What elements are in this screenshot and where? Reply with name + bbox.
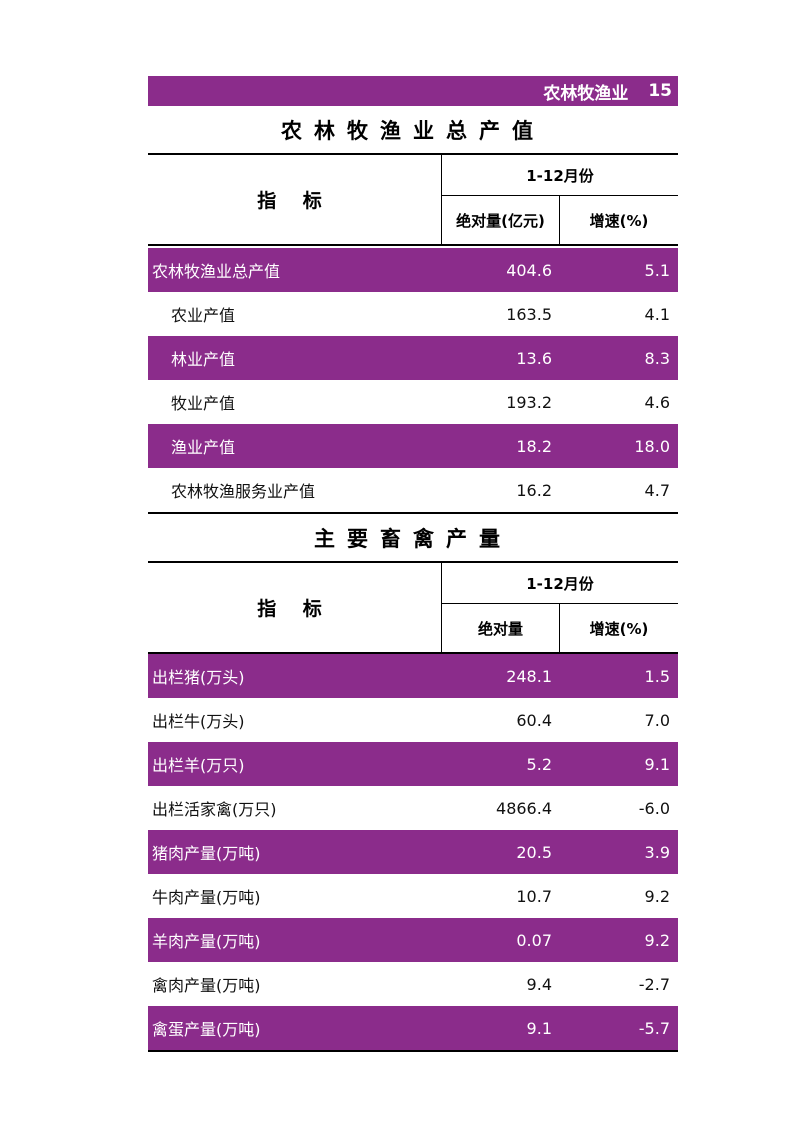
table1-header: 指 标 1-12月份 绝对量(亿元) 增速(%) bbox=[148, 155, 678, 246]
cell-name: 出栏羊(万只) bbox=[152, 756, 245, 775]
col-indicator: 指 标 bbox=[148, 155, 442, 244]
table-row: 出栏羊(万只) 5.2 9.1 bbox=[148, 742, 678, 786]
table2-title: 主要畜禽产量 bbox=[148, 514, 678, 563]
cell-growth: -2.7 bbox=[638, 974, 670, 994]
table2-body: 出栏猪(万头) 248.1 1.5 出栏牛(万头) 60.4 7.0 出栏羊(万只) 5.2 9… bbox=[148, 654, 678, 1052]
cell-growth: -6.0 bbox=[638, 798, 670, 818]
col-abs: 绝对量 bbox=[442, 604, 560, 652]
table-row: 出栏活家禽(万只) 4866.4 -6.0 bbox=[148, 786, 678, 830]
cell-abs: 248.1 bbox=[506, 666, 552, 686]
cell-abs: 5.2 bbox=[526, 754, 552, 774]
col-indicator: 指 标 bbox=[148, 563, 442, 652]
cell-abs: 18.2 bbox=[516, 436, 552, 456]
table-row: 羊肉产量(万吨) 0.07 9.2 bbox=[148, 918, 678, 962]
table1-body: 农林牧渔业总产值 404.6 5.1 农业产值 163.5 4.1 林业产值 13.6 8.3 牧… bbox=[148, 248, 678, 514]
table-row: 禽肉产量(万吨) 9.4 -2.7 bbox=[148, 962, 678, 1006]
table1-title: 农林牧渔业总产值 bbox=[148, 106, 678, 155]
cell-growth: 4.7 bbox=[644, 480, 670, 500]
cell-name: 农林牧渔业总产值 bbox=[152, 262, 281, 281]
table-row: 林业产值 13.6 8.3 bbox=[148, 336, 678, 380]
cell-name: 农林牧渔服务业产值 bbox=[171, 482, 316, 501]
cell-abs: 13.6 bbox=[516, 348, 552, 368]
cell-abs: 20.5 bbox=[516, 842, 552, 862]
table-row: 农林牧渔服务业产值 16.2 4.7 bbox=[148, 468, 678, 512]
cell-name: 羊肉产量(万吨) bbox=[152, 932, 261, 951]
table-row: 出栏牛(万头) 60.4 7.0 bbox=[148, 698, 678, 742]
cell-name: 禽蛋产量(万吨) bbox=[152, 1020, 261, 1039]
cell-name: 牛肉产量(万吨) bbox=[152, 888, 261, 907]
cell-name: 林业产值 bbox=[171, 350, 236, 369]
cell-growth: -5.7 bbox=[638, 1018, 670, 1038]
cell-abs: 404.6 bbox=[506, 260, 552, 280]
page-number: 15 bbox=[648, 81, 672, 101]
table-row: 渔业产值 18.2 18.0 bbox=[148, 424, 678, 468]
cell-abs: 9.1 bbox=[526, 1018, 552, 1038]
table-row: 猪肉产量(万吨) 20.5 3.9 bbox=[148, 830, 678, 874]
cell-name: 牧业产值 bbox=[171, 394, 236, 413]
cell-abs: 4866.4 bbox=[496, 798, 552, 818]
cell-growth: 18.0 bbox=[634, 436, 670, 456]
cell-name: 出栏牛(万头) bbox=[152, 712, 245, 731]
col-period: 1-12月份 bbox=[442, 563, 678, 604]
cell-growth: 3.9 bbox=[644, 842, 670, 862]
cell-abs: 60.4 bbox=[516, 710, 552, 730]
table-row: 农林牧渔业总产值 404.6 5.1 bbox=[148, 248, 678, 292]
col-period: 1-12月份 bbox=[442, 155, 678, 196]
cell-growth: 5.1 bbox=[644, 260, 670, 280]
cell-abs: 9.4 bbox=[526, 974, 552, 994]
col-growth: 增速(%) bbox=[589, 211, 649, 230]
cell-growth: 7.0 bbox=[644, 710, 670, 730]
section-header-bar: 农林牧渔业 15 bbox=[148, 76, 678, 106]
table-row: 出栏猪(万头) 248.1 1.5 bbox=[148, 654, 678, 698]
cell-abs: 193.2 bbox=[506, 392, 552, 412]
cell-growth: 4.6 bbox=[644, 392, 670, 412]
cell-growth: 9.2 bbox=[644, 930, 670, 950]
cell-abs: 10.7 bbox=[516, 886, 552, 906]
cell-name: 出栏活家禽(万只) bbox=[152, 800, 277, 819]
table-row: 牛肉产量(万吨) 10.7 9.2 bbox=[148, 874, 678, 918]
cell-name: 农业产值 bbox=[171, 306, 236, 325]
cell-growth: 4.1 bbox=[644, 304, 670, 324]
table-row: 农业产值 163.5 4.1 bbox=[148, 292, 678, 336]
cell-name: 禽肉产量(万吨) bbox=[152, 976, 261, 995]
cell-growth: 9.2 bbox=[644, 886, 670, 906]
cell-abs: 163.5 bbox=[506, 304, 552, 324]
cell-name: 猪肉产量(万吨) bbox=[152, 844, 261, 863]
cell-abs: 16.2 bbox=[516, 480, 552, 500]
cell-abs: 0.07 bbox=[516, 930, 552, 950]
section-title: 农林牧渔业 bbox=[543, 83, 629, 104]
col-abs: 绝对量(亿元) bbox=[442, 196, 560, 244]
cell-name: 渔业产值 bbox=[171, 438, 236, 457]
table2-header: 指 标 1-12月份 绝对量 增速(%) bbox=[148, 563, 678, 654]
table-row: 牧业产值 193.2 4.6 bbox=[148, 380, 678, 424]
col-growth: 增速(%) bbox=[589, 619, 649, 638]
table-row: 禽蛋产量(万吨) 9.1 -5.7 bbox=[148, 1006, 678, 1050]
cell-name: 出栏猪(万头) bbox=[152, 668, 245, 687]
cell-growth: 8.3 bbox=[644, 348, 670, 368]
cell-growth: 9.1 bbox=[644, 754, 670, 774]
cell-growth: 1.5 bbox=[644, 666, 670, 686]
document: 农林牧渔业 15 农林牧渔业总产值 指 标 1-12月份 绝对量(亿元) 增速(… bbox=[148, 76, 678, 1052]
